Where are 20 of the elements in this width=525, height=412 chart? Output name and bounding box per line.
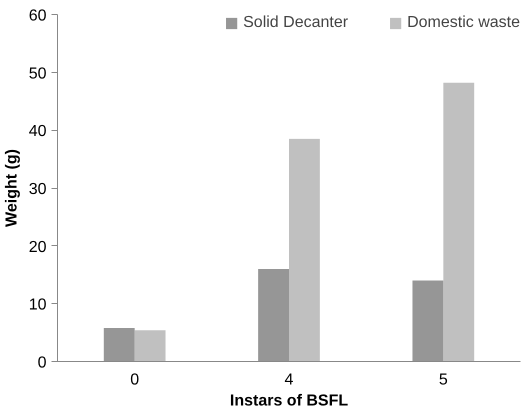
legend-label: Domestic waste (407, 14, 520, 32)
x-tick-label: 0 (130, 372, 140, 388)
y-axis-title: Weight (g) (4, 149, 21, 227)
y-tick-label: 0 (38, 354, 47, 372)
x-tick-label: 5 (438, 372, 448, 388)
y-tick-label: 40 (28, 123, 47, 140)
bar (104, 328, 135, 362)
bar (258, 268, 289, 362)
y-tick-label: 60 (28, 8, 47, 24)
x-axis-title: Instars of BSFL (230, 392, 348, 410)
bar (134, 330, 166, 362)
x-tick-label: 4 (284, 372, 294, 388)
bar (443, 82, 474, 362)
y-tick-label: 10 (28, 296, 47, 314)
y-tick-label: 50 (28, 65, 47, 82)
bar (412, 280, 444, 362)
bar (289, 138, 320, 362)
y-tick-label: 20 (28, 238, 47, 256)
legend-label: Solid Decanter (243, 14, 348, 32)
y-tick-label: 30 (28, 181, 47, 198)
